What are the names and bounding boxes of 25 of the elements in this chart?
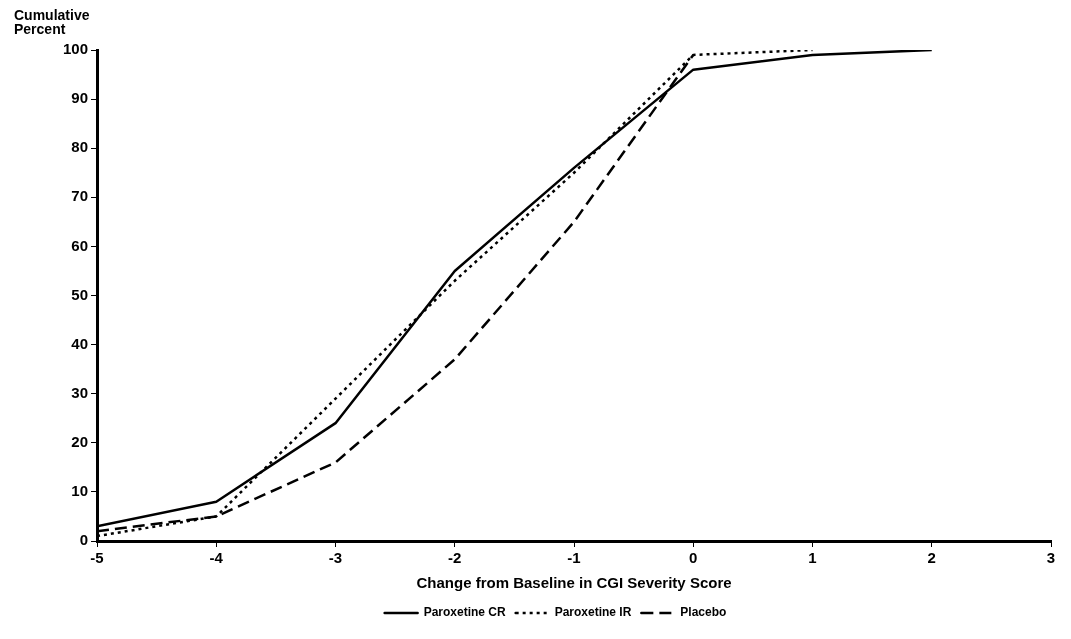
y-tick-label: 30 — [71, 383, 89, 401]
x-tick-label: 1 — [808, 549, 817, 567]
y-tick-label: 40 — [71, 334, 89, 352]
x-tick-label: -1 — [567, 549, 581, 567]
y-tick-label: 10 — [71, 482, 89, 500]
y-axis-title: Cumulative Percent — [14, 7, 90, 37]
x-tick-label: 2 — [927, 549, 936, 567]
x-tick-label: 0 — [689, 549, 698, 567]
legend-label: Paroxetine IR — [554, 605, 632, 620]
x-tick-label: -5 — [90, 549, 104, 567]
y-tick-label: 0 — [79, 531, 89, 549]
x-tick-label: -3 — [328, 549, 343, 567]
y-tick-label: 60 — [71, 236, 89, 254]
y-tick-label: 20 — [71, 432, 89, 450]
x-axis-title: Change from Baseline in CGI Severity Score — [416, 574, 732, 592]
x-tick-label: -2 — [448, 549, 462, 567]
x-tick-label: 3 — [1046, 549, 1056, 567]
x-tick-label: -4 — [209, 549, 224, 567]
legend-label: Placebo — [680, 605, 727, 620]
y-tick-label: 90 — [71, 89, 89, 107]
y-tick-label: 100 — [63, 40, 89, 58]
y-tick-label: 80 — [71, 138, 89, 156]
legend-label: Paroxetine CR — [423, 605, 506, 620]
y-tick-label: 70 — [71, 187, 89, 205]
y-tick-label: 50 — [71, 285, 89, 303]
